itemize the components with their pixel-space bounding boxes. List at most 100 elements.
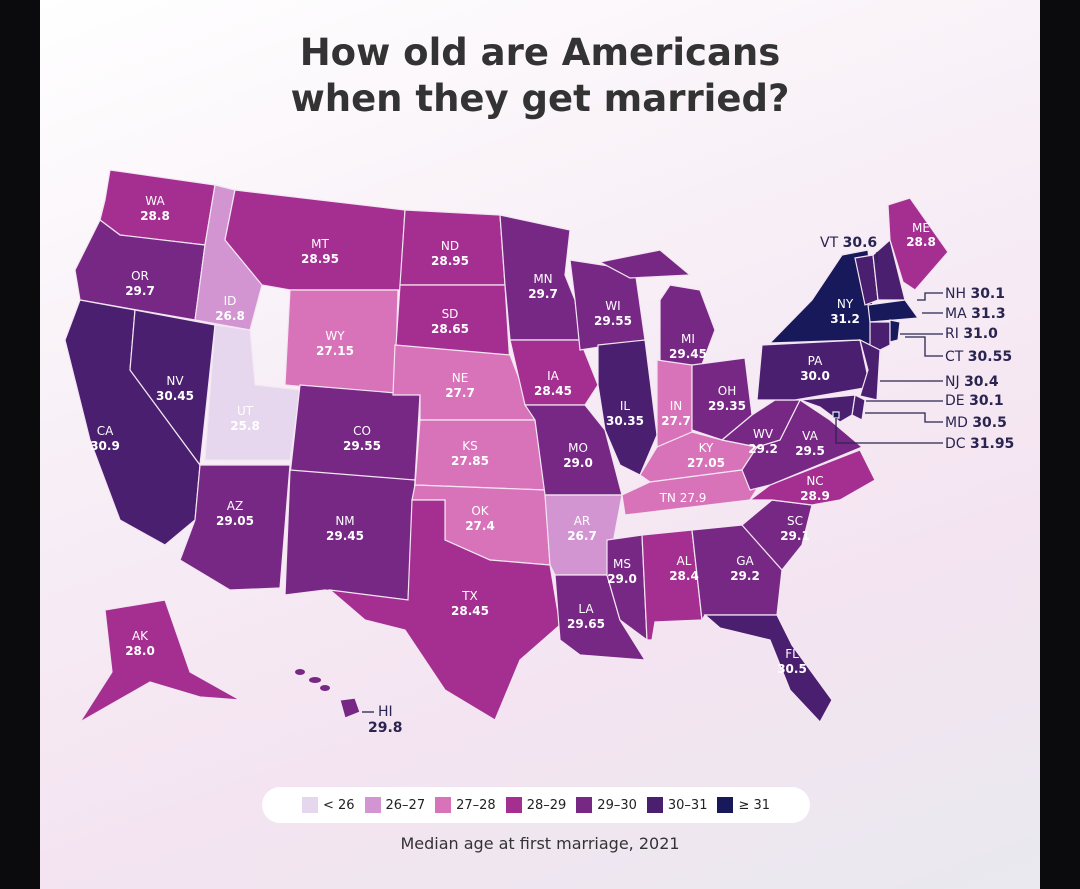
state-value-va: 29.5 bbox=[795, 444, 825, 458]
callout-ri: RI 31.0 bbox=[945, 326, 998, 342]
state-fl bbox=[703, 614, 833, 724]
state-value-az: 29.05 bbox=[216, 514, 254, 528]
state-abbr-ms: MS bbox=[613, 557, 631, 571]
state-abbr-ne: NE bbox=[452, 371, 469, 385]
legend-item: 26–27 bbox=[364, 797, 426, 813]
state-abbr-mn: MN bbox=[533, 272, 552, 286]
state-hi-island bbox=[295, 669, 305, 675]
state-value-wi: 29.55 bbox=[594, 314, 632, 328]
caption: Median age at first marriage, 2021 bbox=[400, 834, 680, 853]
state-abbr-va: VA bbox=[802, 429, 818, 443]
state-value-sd: 28.65 bbox=[431, 322, 469, 336]
state-value-ca: 30.9 bbox=[90, 439, 120, 453]
state-ak bbox=[79, 599, 241, 723]
legend-label: < 26 bbox=[322, 797, 355, 813]
state-value-co: 29.55 bbox=[343, 439, 381, 453]
callout-vt: VT 30.6 bbox=[820, 235, 877, 251]
state-abbr-sc: SC bbox=[787, 514, 803, 528]
state-value-wv: 29.2 bbox=[748, 442, 778, 456]
legend-item: 29–30 bbox=[576, 797, 637, 813]
state-abbr-wy: WY bbox=[325, 329, 345, 343]
state-ma bbox=[867, 299, 920, 323]
legend-item: 28–29 bbox=[505, 797, 566, 813]
state-hi bbox=[339, 697, 361, 719]
state-abbr-ga: GA bbox=[736, 554, 754, 568]
state-value-al: 28.4 bbox=[669, 569, 699, 583]
legend-label: 30–31 bbox=[667, 797, 708, 813]
legend-label: ≥ 31 bbox=[738, 797, 771, 813]
state-al bbox=[641, 529, 703, 641]
state-value-ut: 25.8 bbox=[230, 419, 260, 433]
state-dc bbox=[832, 411, 840, 419]
state-abbr-ak: AK bbox=[132, 629, 149, 643]
callout-nh: NH 30.1 bbox=[945, 286, 1005, 302]
state-abbr-ky: KY bbox=[699, 441, 714, 455]
state-mi bbox=[598, 249, 692, 279]
state-value-ar: 26.7 bbox=[567, 529, 597, 543]
state-value-pa: 30.0 bbox=[800, 369, 830, 383]
state-abbr-nv: NV bbox=[166, 374, 184, 388]
state-abbr-hi: HI bbox=[378, 704, 393, 720]
page-title: How old are Americans when they get marr… bbox=[0, 30, 1080, 122]
callout-line-ct bbox=[905, 336, 943, 357]
state-value-ia: 28.45 bbox=[534, 384, 572, 398]
state-abbr-nd: ND bbox=[441, 239, 459, 253]
state-az bbox=[179, 464, 291, 591]
callout-md: MD 30.5 bbox=[945, 415, 1007, 431]
state-hi-island bbox=[320, 685, 330, 691]
legend-swatch bbox=[717, 797, 734, 813]
title-line-1: How old are Americans bbox=[299, 31, 781, 74]
state-abbr-wa: WA bbox=[145, 194, 165, 208]
legend-swatch bbox=[505, 797, 522, 813]
state-value-sc: 29.1 bbox=[780, 529, 810, 543]
state-abbr-al: AL bbox=[677, 554, 692, 568]
callout-line-md bbox=[865, 412, 943, 423]
state-value-ny: 31.2 bbox=[830, 312, 860, 326]
state-abbr-fl: FL bbox=[785, 647, 799, 661]
state-abbr-id: ID bbox=[224, 294, 237, 308]
legend: < 26 26–27 27–28 28–29 29–30 30–31 ≥ 31 bbox=[262, 787, 810, 823]
state-value-mn: 29.7 bbox=[528, 287, 558, 301]
state-abbr-tx: TX bbox=[461, 589, 478, 603]
state-value-fl: 30.5 bbox=[777, 662, 807, 676]
legend-item: 30–31 bbox=[646, 797, 708, 813]
callout-line-dc bbox=[835, 418, 943, 444]
legend-item: ≥ 31 bbox=[717, 797, 770, 813]
callout-ma: MA 31.3 bbox=[945, 306, 1006, 322]
state-ct bbox=[869, 321, 891, 356]
state-value-id: 26.8 bbox=[215, 309, 245, 323]
state-value-mo: 29.0 bbox=[563, 456, 593, 470]
state-value-mt: 28.95 bbox=[301, 252, 339, 266]
state-value-me: 28.8 bbox=[906, 235, 936, 249]
state-abbr-az: AZ bbox=[227, 499, 243, 513]
state-abbr-ks: KS bbox=[462, 439, 478, 453]
legend-swatch bbox=[435, 797, 452, 813]
state-hi-island bbox=[309, 677, 321, 683]
state-abbr-ca: CA bbox=[97, 424, 114, 438]
state-value-ga: 29.2 bbox=[730, 569, 760, 583]
state-value-il: 30.35 bbox=[606, 414, 644, 428]
state-abbr-ny: NY bbox=[837, 297, 854, 311]
state-value-la: 29.65 bbox=[567, 617, 605, 631]
state-abbr-mt: MT bbox=[311, 237, 329, 251]
callout-nj: NJ 30.4 bbox=[945, 374, 999, 390]
state-abbr-la: LA bbox=[578, 602, 594, 616]
state-ut bbox=[204, 324, 301, 461]
state-abbr-il: IL bbox=[620, 399, 631, 413]
state-value-wy: 27.15 bbox=[316, 344, 354, 358]
state-value-ne: 27.7 bbox=[445, 386, 475, 400]
state-value-wa: 28.8 bbox=[140, 209, 170, 223]
legend-item: < 26 bbox=[301, 797, 355, 813]
state-abbr-wv: WV bbox=[753, 427, 774, 441]
state-value-tx: 28.45 bbox=[451, 604, 489, 618]
state-abbr-sd: SD bbox=[442, 307, 459, 321]
state-ri bbox=[889, 319, 901, 343]
state-ms bbox=[606, 534, 648, 642]
legend-label: 26–27 bbox=[385, 797, 426, 813]
state-abbr-ok: OK bbox=[471, 504, 489, 518]
state-label-tn: TN 27.9 bbox=[659, 491, 707, 505]
state-abbr-pa: PA bbox=[808, 354, 823, 368]
state-value-nm: 29.45 bbox=[326, 529, 364, 543]
state-nj bbox=[859, 338, 881, 401]
